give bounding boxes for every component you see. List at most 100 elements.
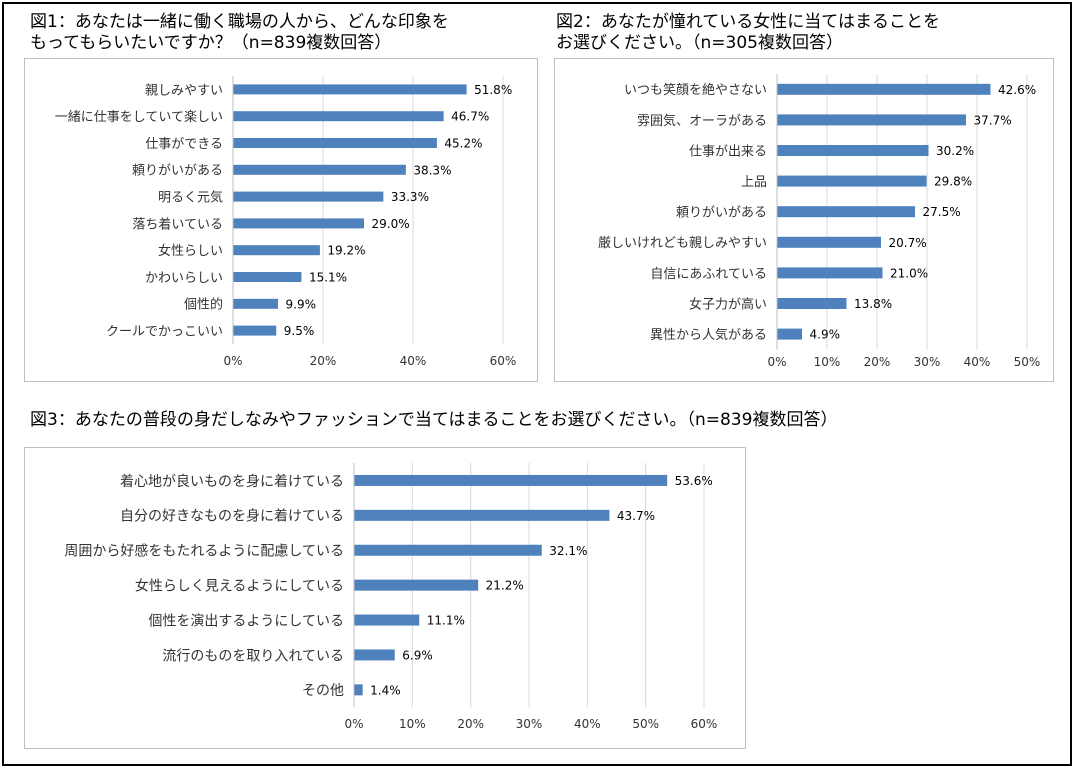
data-label: 53.6% bbox=[675, 474, 713, 488]
x-tick-label: 0% bbox=[223, 354, 242, 368]
data-label: 9.5% bbox=[284, 324, 315, 338]
category-label: 頼りがいがある bbox=[676, 206, 767, 221]
x-tick-label: 40% bbox=[400, 354, 427, 368]
category-label: その他 bbox=[302, 683, 344, 699]
data-label: 43.7% bbox=[617, 509, 655, 523]
category-label: クールでかっこいい bbox=[106, 325, 223, 340]
bar bbox=[233, 164, 406, 175]
x-tick-label: 40% bbox=[574, 717, 601, 731]
bar bbox=[354, 544, 542, 556]
x-tick-label: 60% bbox=[691, 717, 718, 731]
chart-2: いつも笑顔を絶やさない 42.6% 雰囲気、オーラがある 37.7% 仕事が出来る 30.… bbox=[598, 74, 1041, 369]
category-label: 個性を演出するようにしている bbox=[148, 613, 344, 629]
x-tick-label: 0% bbox=[767, 355, 786, 369]
bar bbox=[354, 684, 363, 696]
bar bbox=[233, 84, 467, 95]
bar bbox=[233, 298, 279, 309]
data-label: 6.9% bbox=[402, 648, 433, 662]
category-label: 仕事ができる bbox=[145, 137, 223, 152]
bar bbox=[777, 328, 802, 340]
bar bbox=[777, 206, 915, 218]
category-label: 親しみやすい bbox=[145, 83, 223, 98]
data-label: 45.2% bbox=[444, 137, 482, 151]
data-label: 20.7% bbox=[889, 236, 927, 250]
x-tick-label: 50% bbox=[632, 717, 659, 731]
bar bbox=[354, 649, 395, 661]
bar bbox=[777, 298, 847, 309]
category-label: 明るく元気 bbox=[158, 190, 223, 206]
category-label: 流行のものを取り入れている bbox=[162, 648, 344, 664]
x-tick-label: 20% bbox=[864, 355, 891, 369]
data-label: 15.1% bbox=[309, 271, 347, 285]
data-label: 37.7% bbox=[974, 113, 1012, 127]
data-label: 30.2% bbox=[936, 144, 974, 158]
x-tick-label: 20% bbox=[457, 717, 484, 731]
category-label: 仕事が出来る bbox=[689, 144, 767, 159]
bar bbox=[777, 236, 881, 248]
x-tick-label: 30% bbox=[516, 717, 543, 731]
data-label: 32.1% bbox=[549, 544, 587, 558]
bar bbox=[354, 509, 610, 521]
category-label: 女性らしく見えるようにしている bbox=[135, 577, 344, 594]
x-tick-label: 30% bbox=[914, 355, 941, 369]
data-label: 29.8% bbox=[934, 175, 972, 189]
category-label: 女子力が高い bbox=[689, 296, 767, 312]
bar bbox=[233, 325, 277, 336]
data-label: 38.3% bbox=[413, 163, 451, 177]
bar bbox=[777, 175, 927, 187]
bar bbox=[233, 111, 444, 122]
data-label: 21.2% bbox=[486, 579, 524, 593]
data-label: 29.0% bbox=[372, 217, 410, 231]
bar bbox=[354, 614, 420, 626]
chart-1: 親しみやすい 51.8% 一緒に仕事をしていて楽しい 46.7% 仕事ができる 45.2%… bbox=[55, 76, 517, 368]
x-tick-label: 10% bbox=[399, 717, 426, 731]
data-label: 51.8% bbox=[474, 83, 512, 97]
category-label: 個性的 bbox=[184, 297, 223, 313]
x-tick-label: 60% bbox=[490, 354, 517, 368]
data-label: 1.4% bbox=[370, 683, 401, 697]
x-tick-label: 0% bbox=[344, 717, 363, 731]
x-tick-label: 50% bbox=[1014, 355, 1041, 369]
data-label: 4.9% bbox=[810, 328, 841, 342]
category-label: 一緒に仕事をしていて楽しい bbox=[55, 109, 223, 125]
figure-1-title: 図1：あなたは一緒に働く職場の人から、どんな印象を もってもらいたいですか？（n… bbox=[30, 12, 449, 53]
bar bbox=[233, 245, 320, 256]
x-tick-label: 40% bbox=[964, 355, 991, 369]
chart-2-panel: いつも笑顔を絶やさない 42.6% 雰囲気、オーラがある 37.7% 仕事が出来る 30.… bbox=[554, 58, 1054, 382]
bar bbox=[354, 579, 479, 591]
category-label: 落ち着いている bbox=[132, 216, 223, 232]
bar bbox=[777, 114, 966, 126]
bar bbox=[233, 191, 384, 202]
figure-3-title: 図3：あなたの普段の身だしなみやファッションで当てはまることをお選びください。（… bbox=[30, 410, 838, 430]
category-label: かわいらしい bbox=[145, 271, 223, 286]
category-label: 女性らしい bbox=[158, 243, 223, 259]
x-tick-label: 10% bbox=[814, 355, 841, 369]
bar bbox=[233, 138, 437, 148]
category-label: 雰囲気、オーラがある bbox=[637, 113, 767, 129]
bar bbox=[354, 474, 668, 486]
bar bbox=[777, 83, 991, 95]
data-label: 9.9% bbox=[286, 297, 317, 311]
bar bbox=[233, 272, 302, 282]
figure-2-title: 図2：あなたが憧れている女性に当てはまることを お選びください。（n=305複数… bbox=[556, 12, 940, 53]
category-label: 厳しいけれども親しみやすい bbox=[598, 236, 767, 251]
category-label: 自信にあふれている bbox=[650, 267, 767, 282]
data-label: 13.8% bbox=[854, 297, 892, 311]
x-tick-label: 20% bbox=[310, 354, 337, 368]
category-label: 上品 bbox=[741, 175, 767, 190]
data-label: 46.7% bbox=[451, 110, 489, 124]
category-label: 着心地が良いものを身に着けている bbox=[120, 474, 344, 490]
bar bbox=[777, 145, 929, 156]
data-label: 27.5% bbox=[923, 205, 961, 219]
chart-1-panel: 親しみやすい 51.8% 一緒に仕事をしていて楽しい 46.7% 仕事ができる 45.2%… bbox=[24, 58, 538, 382]
data-label: 42.6% bbox=[998, 83, 1036, 97]
data-label: 21.0% bbox=[890, 266, 928, 280]
bar bbox=[233, 218, 364, 229]
data-label: 19.2% bbox=[327, 244, 365, 258]
data-label: 11.1% bbox=[427, 614, 465, 628]
data-label: 33.3% bbox=[391, 190, 429, 204]
category-label: 頼りがいがある bbox=[132, 164, 223, 179]
chart-3-panel: 着心地が良いものを身に着けている 53.6% 自分の好きなものを身に着けている 43.… bbox=[24, 447, 746, 749]
category-label: 自分の好きなものを身に着けている bbox=[120, 509, 344, 525]
